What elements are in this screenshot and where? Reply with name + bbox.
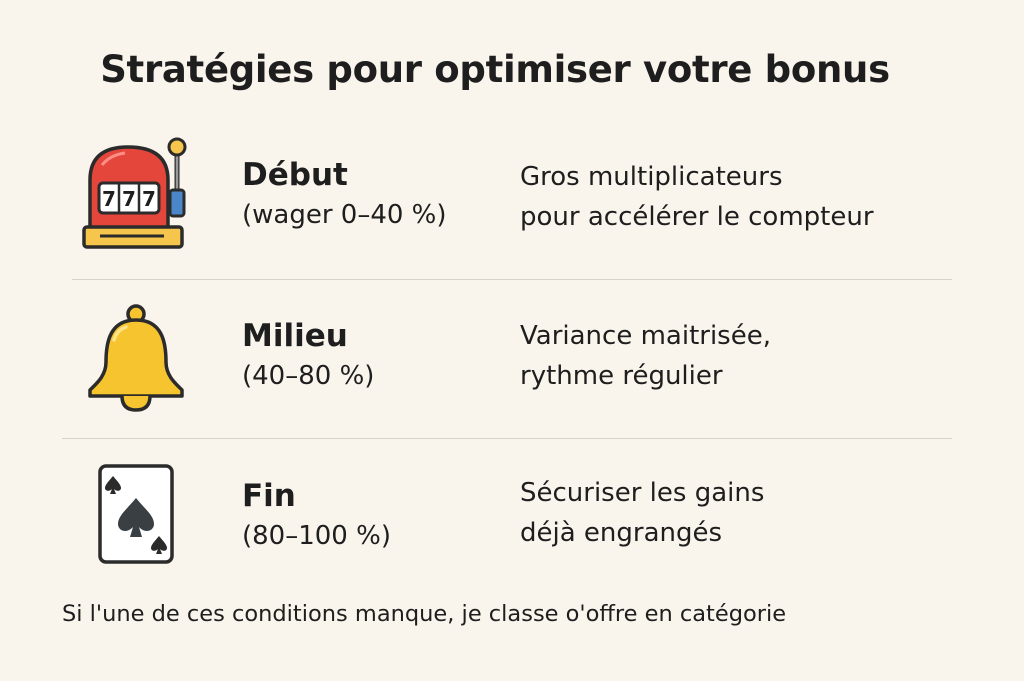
phase-info: Début (wager 0–40 %)	[242, 155, 447, 235]
footer-note: Si l'une de ces conditions manque, je cl…	[62, 601, 787, 627]
spade-card-icon	[80, 460, 190, 575]
strategy-row-milieu: Milieu (40–80 %) Variance maitrisée, ryt…	[0, 298, 1024, 448]
phase-info: Fin (80–100 %)	[242, 476, 391, 556]
description-line: Gros multiplicateurs	[520, 162, 783, 192]
description-line: Sécuriser les gains	[520, 478, 765, 508]
reel-digit: 7	[142, 187, 156, 211]
phase-range: (wager 0–40 %)	[242, 200, 447, 230]
phase-name: Milieu	[242, 318, 348, 354]
description-line: déjà engrangés	[520, 518, 723, 548]
phase-description: Variance maitrisée, rythme régulier	[520, 316, 960, 396]
phase-name: Fin	[242, 478, 296, 514]
reel-digit: 7	[122, 187, 136, 211]
phase-range: (80–100 %)	[242, 521, 391, 551]
phase-range: (40–80 %)	[242, 361, 375, 391]
description-line: Variance maitrisée,	[520, 321, 771, 351]
phase-info: Milieu (40–80 %)	[242, 316, 374, 396]
phase-description: Sécuriser les gains déjà engrangés	[520, 473, 960, 553]
divider	[62, 438, 952, 439]
strategy-row-fin: Fin (80–100 %) Sécuriser les gains déjà …	[0, 458, 1024, 608]
divider	[72, 279, 952, 280]
description-line: pour accélérer le compteur	[520, 202, 874, 232]
phase-name: Début	[242, 157, 348, 193]
strategy-row-debut: 7 7 7 Début (wager 0–40 %) Gros multipli…	[0, 135, 1024, 285]
description-line: rythme régulier	[520, 361, 723, 391]
slot-machine-icon: 7 7 7	[80, 135, 190, 250]
bell-icon	[80, 300, 190, 415]
reel-digit: 7	[102, 187, 116, 211]
phase-description: Gros multiplicateurs pour accélérer le c…	[520, 157, 960, 237]
page-title: Stratégies pour optimiser votre bonus	[100, 48, 890, 91]
